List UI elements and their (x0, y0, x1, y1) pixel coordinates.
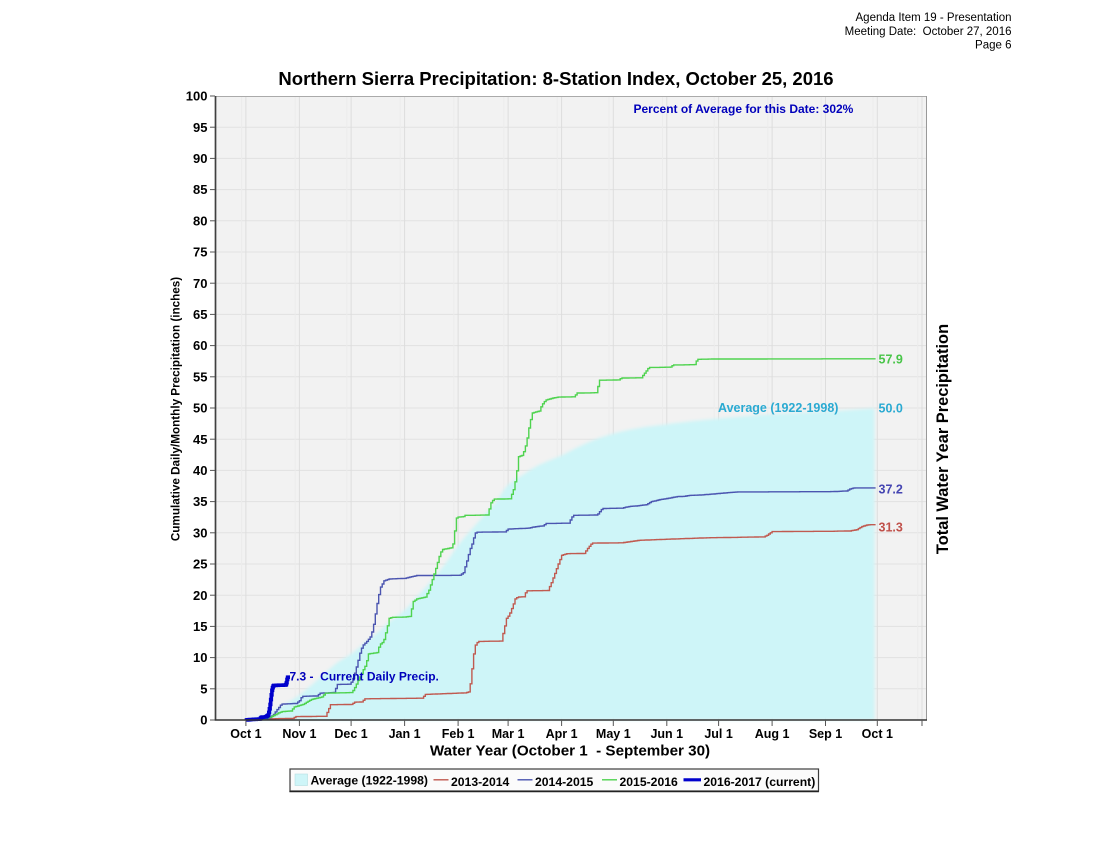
svg-text:2015-2016: 2015-2016 (620, 775, 679, 789)
svg-text:31.3: 31.3 (879, 521, 903, 535)
svg-text:80: 80 (193, 213, 207, 228)
svg-text:7.3 - Current Daily Precip.: 7.3 - Current Daily Precip. (290, 670, 439, 684)
svg-text:Percent of Average for this Da: Percent of Average for this Date: 302% (634, 102, 854, 116)
svg-text:Meeting Date: October 27, 201: Meeting Date: October 27, 2016 (845, 26, 1012, 38)
svg-text:75: 75 (193, 245, 207, 260)
svg-text:Nov 1: Nov 1 (282, 727, 316, 741)
svg-text:May 1: May 1 (596, 727, 631, 741)
svg-text:37.2: 37.2 (879, 483, 903, 497)
svg-text:Dec 1: Dec 1 (334, 727, 367, 741)
svg-text:35: 35 (193, 494, 207, 509)
svg-text:2013-2014: 2013-2014 (451, 775, 510, 789)
svg-text:Agenda Item 19 - Presentation: Agenda Item 19 - Presentation (856, 12, 1012, 24)
svg-text:85: 85 (193, 182, 207, 197)
svg-text:Average (1922-1998): Average (1922-1998) (718, 401, 838, 415)
svg-text:Water Year (October 1 - Septe: Water Year (October 1 - September 30) (430, 743, 710, 760)
svg-text:40: 40 (193, 463, 207, 478)
svg-text:Average (1922-1998): Average (1922-1998) (311, 774, 428, 788)
svg-text:Oct 1: Oct 1 (862, 727, 893, 741)
svg-text:Apr 1: Apr 1 (546, 727, 578, 741)
svg-text:Jun 1: Jun 1 (650, 727, 683, 741)
svg-text:15: 15 (193, 619, 207, 634)
svg-text:10: 10 (193, 650, 207, 665)
svg-text:90: 90 (193, 151, 207, 166)
svg-text:Aug 1: Aug 1 (755, 727, 790, 741)
svg-text:Northern Sierra Precipitation:: Northern Sierra Precipitation: 8-Station… (278, 68, 833, 89)
svg-text:20: 20 (193, 588, 207, 603)
svg-text:Sep 1: Sep 1 (809, 727, 842, 741)
svg-text:Mar 1: Mar 1 (492, 727, 525, 741)
svg-text:100: 100 (186, 89, 208, 104)
svg-text:2016-2017 (current): 2016-2017 (current) (704, 775, 816, 789)
svg-text:50.0: 50.0 (879, 401, 903, 415)
svg-text:30: 30 (193, 525, 207, 540)
svg-text:0: 0 (200, 713, 207, 728)
svg-text:60: 60 (193, 338, 207, 353)
svg-text:Feb 1: Feb 1 (442, 727, 475, 741)
svg-text:Jul 1: Jul 1 (704, 727, 733, 741)
svg-text:5: 5 (200, 681, 207, 696)
svg-text:Cumulative Daily/Monthly Preci: Cumulative Daily/Monthly Precipitation (… (170, 277, 183, 541)
svg-text:95: 95 (193, 120, 207, 135)
svg-text:55: 55 (193, 369, 207, 384)
svg-text:Page 6: Page 6 (975, 40, 1011, 52)
svg-text:Jan 1: Jan 1 (389, 727, 421, 741)
svg-text:50: 50 (193, 401, 207, 416)
svg-text:65: 65 (193, 307, 207, 322)
svg-text:Total Water Year Precipitation: Total Water Year Precipitation (934, 324, 952, 554)
svg-text:70: 70 (193, 276, 207, 291)
svg-text:25: 25 (193, 557, 207, 572)
svg-text:45: 45 (193, 432, 207, 447)
svg-text:57.9: 57.9 (879, 352, 903, 366)
svg-text:2014-2015: 2014-2015 (535, 775, 594, 789)
svg-text:Oct 1: Oct 1 (230, 727, 261, 741)
